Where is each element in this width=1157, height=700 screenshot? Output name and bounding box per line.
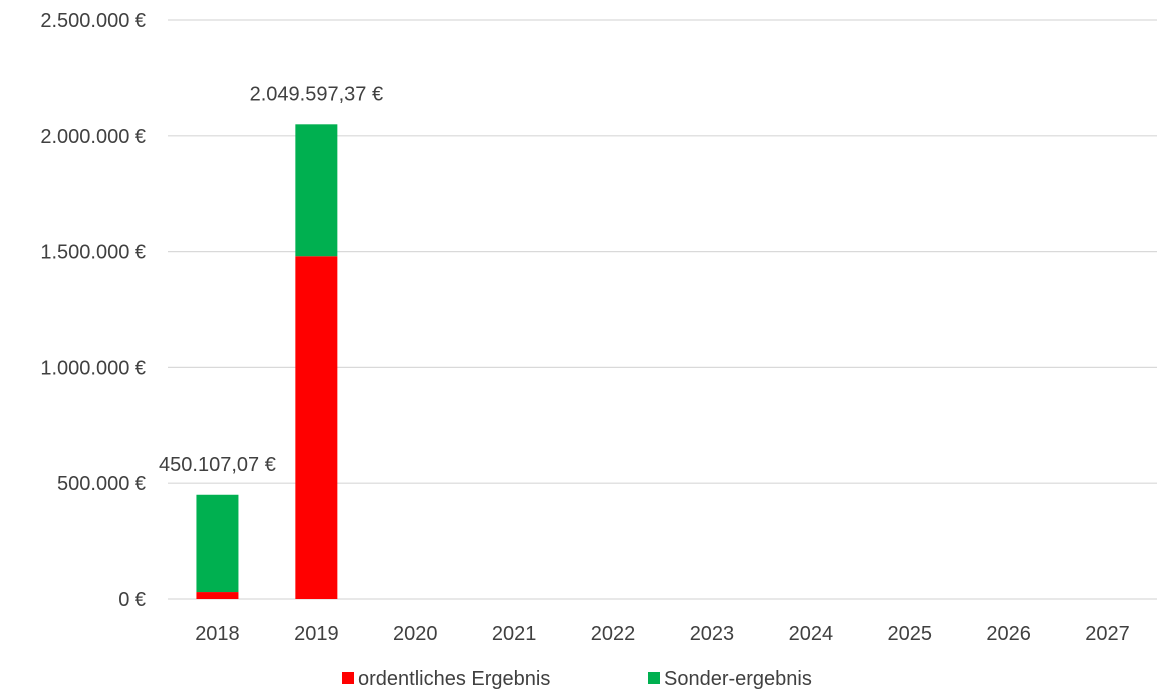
y-tick-label: 2.500.000 € bbox=[40, 10, 146, 32]
data-labels: 450.107,07 € 2.049.597,37 € bbox=[159, 83, 383, 475]
x-tick-label: 2019 bbox=[294, 623, 339, 645]
legend: ordentliches Ergebnis Sonder-ergebnis bbox=[342, 668, 812, 690]
x-tick-label: 2027 bbox=[1085, 623, 1130, 645]
legend-swatch bbox=[648, 672, 660, 684]
x-tick-label: 2025 bbox=[888, 623, 933, 645]
y-tick-label: 1.500.000 € bbox=[40, 242, 146, 264]
y-tick-label: 0 € bbox=[118, 589, 146, 611]
x-tick-label: 2024 bbox=[789, 623, 834, 645]
legend-label: ordentliches Ergebnis bbox=[358, 668, 550, 690]
x-tick-label: 2018 bbox=[195, 623, 240, 645]
x-tick-label: 2022 bbox=[591, 623, 636, 645]
x-tick-label: 2023 bbox=[690, 623, 735, 645]
y-tick-label: 500.000 € bbox=[57, 473, 146, 495]
total-value-label: 450.107,07 € bbox=[159, 454, 276, 476]
x-axis-tick-labels: 2018 2019 2020 2021 2022 2023 2024 2025 2026 2027 bbox=[195, 623, 1130, 645]
bar-segment-ordentliches-ergebnis-2018 bbox=[196, 592, 239, 599]
y-tick-label: 1.000.000 € bbox=[40, 357, 146, 379]
y-tick-label: 2.000.000 € bbox=[40, 126, 146, 148]
x-tick-label: 2020 bbox=[393, 623, 438, 645]
legend-label: Sonder-ergebnis bbox=[664, 668, 812, 690]
x-tick-label: 2026 bbox=[986, 623, 1031, 645]
bar-segment-ordentliches-ergebnis-2019 bbox=[295, 256, 338, 599]
legend-swatch bbox=[342, 672, 354, 684]
y-axis-tick-labels: 0 € 500.000 € 1.000.000 € 1.500.000 € 2.000.… bbox=[40, 10, 146, 611]
bar-segment-sonder-ergebnis-2018 bbox=[196, 494, 239, 593]
total-value-label: 2.049.597,37 € bbox=[250, 83, 383, 105]
bar-segment-sonder-ergebnis-2019 bbox=[295, 124, 338, 257]
x-tick-label: 2021 bbox=[492, 623, 537, 645]
bars bbox=[196, 124, 338, 599]
